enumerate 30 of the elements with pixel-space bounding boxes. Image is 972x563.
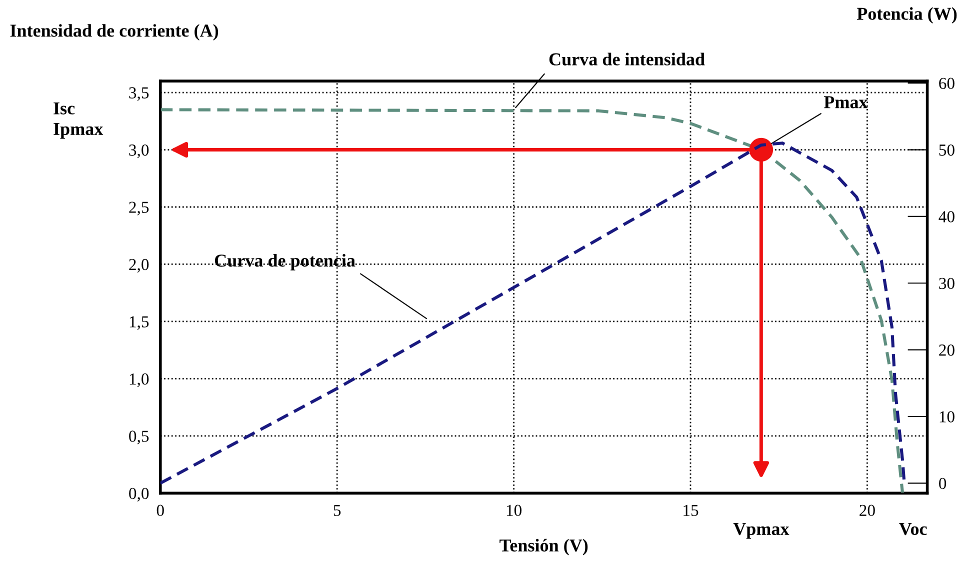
y-tick-label: 3,0 [129,144,149,158]
annotation: Pmax [824,96,868,108]
text: Isc [54,102,75,114]
y2-tick-label: 0 [939,478,946,490]
x-tick-label: 0 [156,504,164,516]
y-tick-label: 3,5 [129,87,149,101]
y-tick-label: 2,0 [129,258,149,273]
y-tick-label: 1,5 [130,316,149,330]
text: Vpmax [733,523,790,539]
x-tick-label: 10 [506,504,522,516]
y-tick-label: 0,0 [129,488,149,502]
y-axis-title: Intensidad de corriente (A) [10,24,218,40]
y-tick-label: 0,5 [129,430,149,444]
y2-tick-label: 30 [939,278,954,290]
annotation: Curva de potencia [214,254,356,270]
x-axis-title: Tensión (V) [500,538,588,556]
x-tick-label: 5 [334,504,341,516]
y-tick-label: 2,5 [129,202,149,216]
annotation: Curva de intensidad [549,52,705,66]
y2-tick-label: 10 [940,411,954,422]
y2-tick-label: 20 [939,344,954,356]
y2-axis-title: Potencia (W) [856,7,957,24]
x-tick-label: 20 [860,504,875,516]
y-tick-label: 1,0 [130,373,149,388]
x-tick-label: 15 [684,504,698,516]
y2-tick-label: 60 [939,78,954,90]
y2-tick-label: 40 [938,211,954,222]
text: Ipmax [54,123,104,139]
y2-tick-label: 50 [939,144,954,156]
text: Voc [899,523,927,536]
